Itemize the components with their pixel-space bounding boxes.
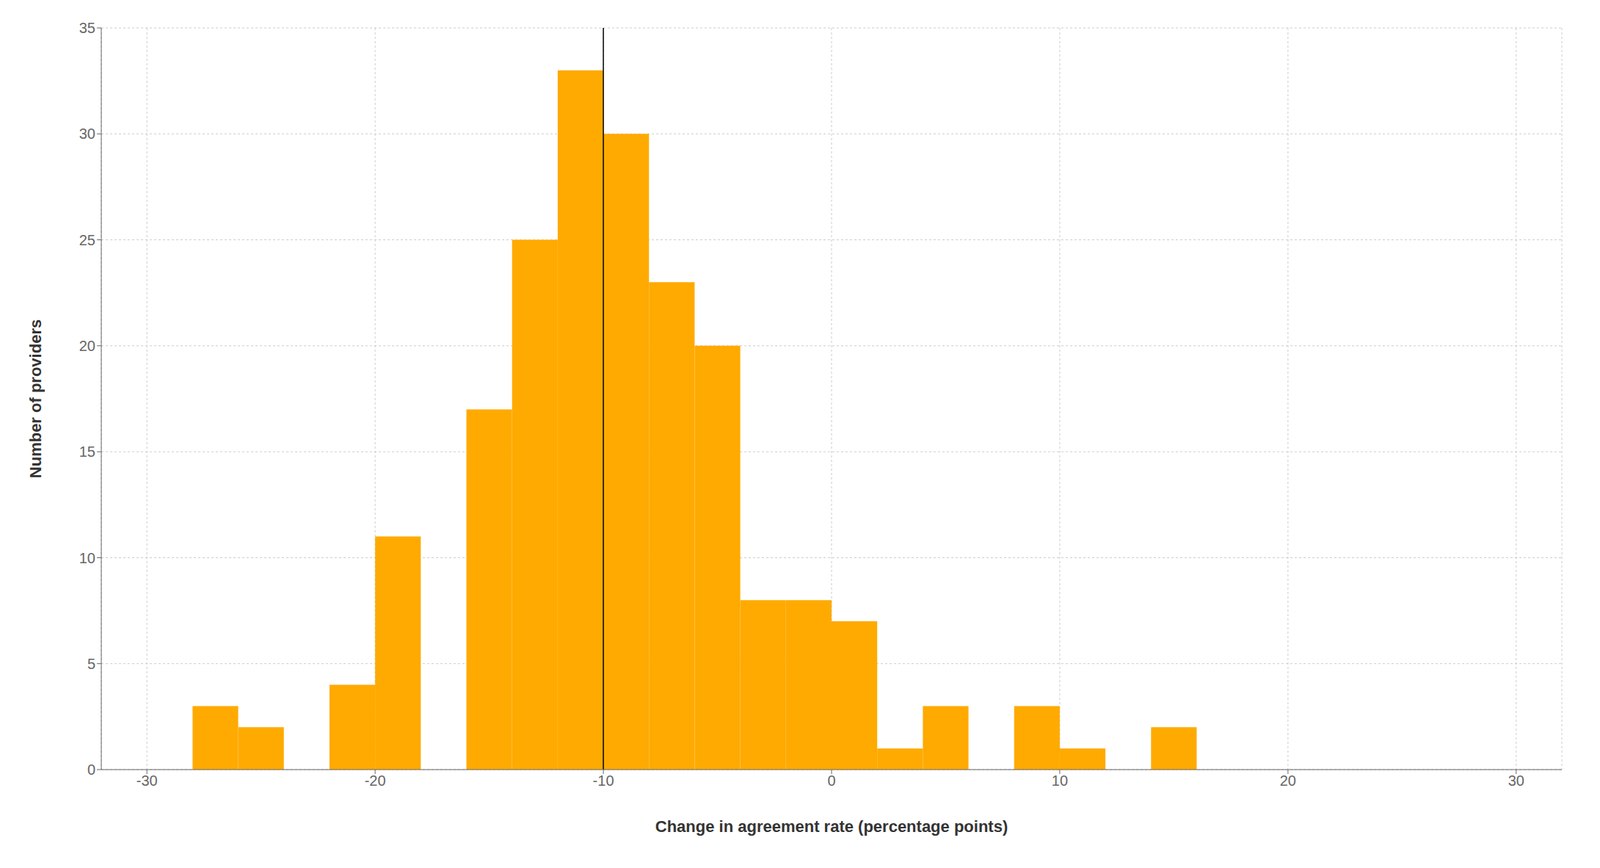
svg-text:-20: -20 bbox=[364, 772, 387, 789]
svg-text:Change in agreement rate (perc: Change in agreement rate (percentage poi… bbox=[655, 816, 1008, 836]
svg-text:20: 20 bbox=[79, 337, 96, 354]
svg-text:Number of providers: Number of providers bbox=[26, 319, 45, 478]
svg-text:5: 5 bbox=[87, 655, 96, 672]
svg-text:10: 10 bbox=[79, 549, 96, 566]
svg-text:30: 30 bbox=[1508, 772, 1525, 789]
svg-text:-10: -10 bbox=[593, 772, 615, 789]
svg-text:35: 35 bbox=[79, 19, 96, 36]
svg-text:0: 0 bbox=[87, 761, 96, 778]
svg-text:30: 30 bbox=[79, 125, 96, 142]
svg-text:10: 10 bbox=[1051, 772, 1068, 789]
svg-text:0: 0 bbox=[827, 772, 836, 789]
svg-text:25: 25 bbox=[79, 231, 96, 249]
svg-text:20: 20 bbox=[1280, 772, 1297, 789]
svg-text:-30: -30 bbox=[136, 772, 158, 789]
svg-text:15: 15 bbox=[79, 443, 96, 460]
